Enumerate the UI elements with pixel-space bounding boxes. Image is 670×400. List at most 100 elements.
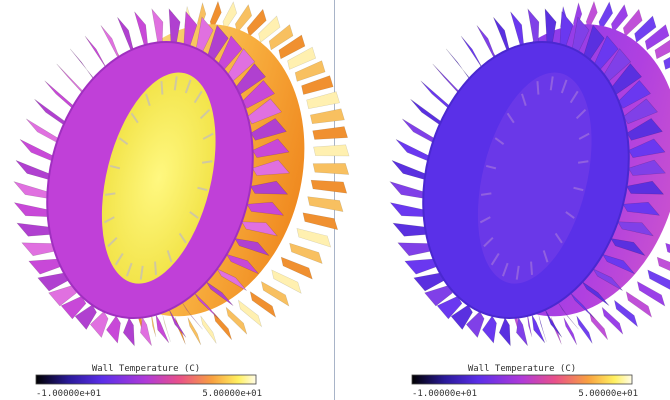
blade [280, 256, 313, 280]
inner-blade [139, 265, 144, 280]
blade [212, 311, 232, 341]
blade [516, 316, 528, 346]
blade [636, 280, 666, 307]
inner-blade [542, 250, 549, 263]
inner-blade [197, 186, 208, 192]
inner-blade [577, 160, 589, 164]
blade [656, 256, 670, 280]
blade [168, 309, 187, 338]
blade [626, 118, 663, 141]
inner-blade [490, 252, 500, 266]
blade [654, 34, 670, 60]
inner-blade [521, 93, 527, 107]
inner-blade [103, 216, 115, 224]
blade [206, 281, 234, 306]
blade [623, 98, 658, 125]
blade [310, 108, 345, 125]
blade [237, 299, 263, 328]
blade [268, 24, 294, 51]
inner-blade [107, 236, 118, 248]
legend-max-label: 5.00000e+01 [578, 389, 638, 399]
blade [162, 315, 171, 342]
blade [252, 138, 290, 158]
blade [618, 80, 651, 109]
blade [287, 46, 317, 70]
blade [289, 242, 323, 265]
blade [194, 292, 219, 319]
inner-blade [202, 132, 214, 140]
blade [74, 304, 97, 330]
inner-blade [565, 211, 575, 219]
blade [544, 309, 563, 338]
blade [216, 268, 247, 291]
inner-blade [479, 216, 491, 224]
legend-title: Wall Temperature (C) [92, 364, 200, 374]
blade [663, 46, 670, 70]
blade [181, 302, 203, 330]
inner-wall [477, 72, 592, 284]
blade [89, 311, 109, 339]
inner-blade [178, 232, 187, 244]
inner-blade [530, 261, 533, 275]
colorbar [35, 374, 257, 385]
inner-blade [193, 90, 203, 104]
inner-blade [549, 76, 554, 91]
blade [450, 304, 473, 330]
blade [234, 238, 270, 256]
blade [613, 299, 639, 328]
inner-blade [575, 108, 587, 120]
blade [436, 295, 463, 320]
blade [301, 75, 334, 95]
blade [296, 228, 332, 248]
blade [602, 253, 635, 275]
blade [200, 315, 217, 344]
inner-blade [109, 164, 121, 170]
blade [271, 269, 302, 294]
legend-title: Wall Temperature (C) [468, 364, 576, 374]
blade [665, 242, 670, 265]
blade [225, 306, 248, 335]
blade [246, 8, 267, 38]
inner-blade [554, 232, 563, 244]
blade [576, 315, 593, 344]
blade [302, 212, 339, 231]
blade [252, 159, 290, 176]
blade [247, 98, 282, 125]
blade [626, 180, 665, 195]
blade [628, 138, 666, 158]
blade [122, 317, 135, 347]
blade [592, 268, 623, 291]
blade [313, 144, 350, 157]
blade [249, 291, 277, 318]
inner-wall [101, 72, 216, 284]
blade [644, 24, 670, 51]
inner-blade [569, 90, 579, 104]
blade [538, 315, 547, 342]
blade [622, 201, 661, 216]
viewport[interactable] [0, 0, 386, 388]
blade [498, 317, 511, 347]
blade [526, 311, 533, 338]
inner-blade [125, 262, 133, 277]
inner-blade [154, 261, 157, 275]
blade [140, 316, 152, 346]
blade [241, 221, 278, 237]
inner-blade [118, 137, 129, 145]
blade [278, 34, 306, 60]
blade [60, 295, 87, 320]
blade [260, 280, 290, 307]
inner-blade [145, 93, 151, 107]
viewport[interactable] [354, 0, 670, 388]
blade [482, 315, 497, 344]
blade [250, 118, 287, 141]
inner-blade [578, 132, 590, 140]
inner-blade [184, 79, 192, 94]
blade [625, 291, 653, 318]
inner-blade [506, 112, 515, 124]
blade [628, 159, 666, 176]
blade [226, 253, 259, 275]
inner-blade [104, 192, 116, 196]
blade [582, 281, 610, 306]
inner-blade [480, 192, 492, 196]
